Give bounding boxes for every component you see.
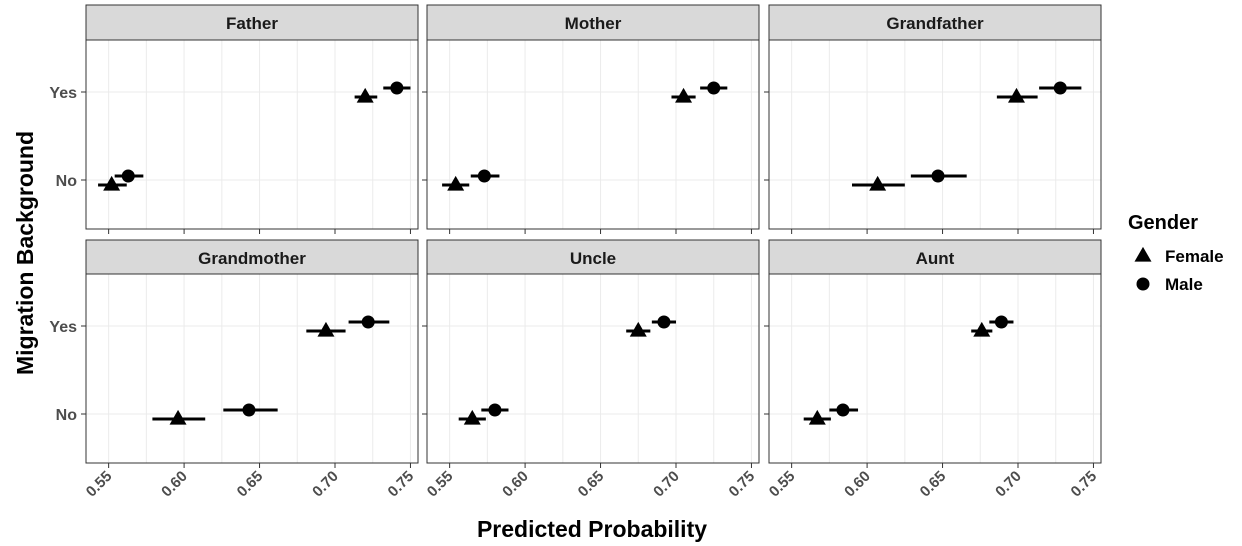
panel-border [85, 273, 419, 464]
y-tick-label: Yes [49, 319, 77, 336]
data-point-circle [242, 403, 256, 417]
facet-strip-label: Mother [565, 14, 622, 33]
facet-strip-label: Aunt [916, 249, 955, 268]
data-point-circle [121, 169, 135, 183]
y-tick-label: No [56, 407, 78, 424]
panel-background [769, 40, 1101, 229]
facet-strip-label: Grandfather [886, 14, 984, 33]
data-point-circle [657, 315, 671, 329]
data-point-circle [994, 315, 1008, 329]
x-tick-label: 0.75 [726, 468, 759, 501]
panel-background [86, 40, 418, 229]
data-point-circle [477, 169, 491, 183]
x-tick-label: 0.55 [424, 468, 457, 501]
panel-border [768, 273, 1102, 464]
facet-strip [85, 4, 419, 41]
legend: Gender Female Male [1128, 212, 1224, 294]
x-tick-label: 0.55 [766, 468, 799, 501]
data-point-triangle [103, 175, 121, 191]
data-point-circle [707, 81, 721, 95]
x-tick-label: 0.65 [917, 468, 950, 501]
legend-female-key [1134, 246, 1152, 262]
x-tick-label: 0.75 [385, 468, 418, 501]
y-tick-label: Yes [49, 85, 77, 102]
facet-strip-label: Grandmother [198, 249, 306, 268]
data-point-triangle [1007, 87, 1025, 103]
legend-male-key [1136, 277, 1150, 291]
data-point-triangle [463, 409, 481, 425]
data-point-circle [488, 403, 502, 417]
data-point-triangle [869, 175, 887, 191]
data-point-triangle [169, 409, 187, 425]
panel-background [769, 274, 1101, 463]
data-point-circle [931, 169, 945, 183]
panels-group: Father No Yes Mother Grandfather Grandmother N… [49, 4, 1102, 501]
facet-strip-label: Uncle [570, 249, 616, 268]
data-point-circle [836, 403, 850, 417]
data-point-triangle [675, 87, 693, 103]
facet-strip [85, 239, 419, 275]
y-tick-label: No [56, 173, 78, 190]
x-tick-label: 0.75 [1068, 468, 1101, 501]
x-tick-label: 0.70 [309, 468, 342, 501]
panel-border [768, 39, 1102, 230]
panel-border [426, 39, 760, 230]
facet-strip [768, 239, 1102, 275]
x-tick-label: 0.70 [992, 468, 1025, 501]
x-tick-label: 0.55 [83, 468, 116, 501]
panel-background [427, 274, 759, 463]
data-point-circle [361, 315, 375, 329]
data-point-circle [1053, 81, 1067, 95]
panel-background [86, 274, 418, 463]
data-point-triangle [973, 321, 991, 337]
data-point-circle [390, 81, 404, 95]
legend-label: Male [1165, 275, 1203, 294]
x-tick-label: 0.70 [650, 468, 683, 501]
legend-title: Gender [1128, 212, 1198, 234]
legend-label: Female [1165, 247, 1224, 266]
x-tick-label: 0.60 [158, 468, 191, 501]
y-axis-title: Migration Background [12, 131, 38, 375]
x-tick-label: 0.65 [575, 468, 608, 501]
data-point-triangle [808, 409, 826, 425]
panel-background [427, 40, 759, 229]
x-tick-label: 0.65 [234, 468, 267, 501]
data-point-triangle [447, 175, 465, 191]
x-tick-label: 0.60 [499, 468, 532, 501]
data-point-triangle [629, 321, 647, 337]
data-point-triangle [356, 87, 374, 103]
data-point-triangle [317, 321, 335, 337]
facet-strip-label: Father [226, 14, 278, 33]
panel-border [426, 273, 760, 464]
x-tick-label: 0.60 [841, 468, 874, 501]
panel-border [85, 39, 419, 230]
x-axis-title: Predicted Probability [477, 516, 707, 542]
